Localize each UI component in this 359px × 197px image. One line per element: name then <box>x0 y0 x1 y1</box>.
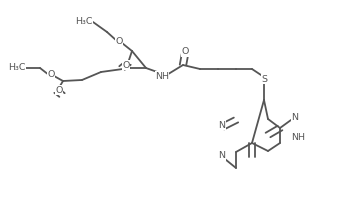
Text: O: O <box>47 71 55 80</box>
Text: N: N <box>219 121 225 129</box>
Text: O: O <box>181 47 189 57</box>
Text: O: O <box>122 60 130 70</box>
Text: O: O <box>115 37 123 46</box>
Text: NH: NH <box>291 134 305 142</box>
Text: NH: NH <box>155 72 169 81</box>
Text: H₃C: H₃C <box>9 63 26 72</box>
Text: H₃C: H₃C <box>75 18 93 27</box>
Text: N: N <box>291 113 298 123</box>
Text: O: O <box>55 85 63 95</box>
Text: N: N <box>219 151 225 161</box>
Text: S: S <box>261 74 267 84</box>
